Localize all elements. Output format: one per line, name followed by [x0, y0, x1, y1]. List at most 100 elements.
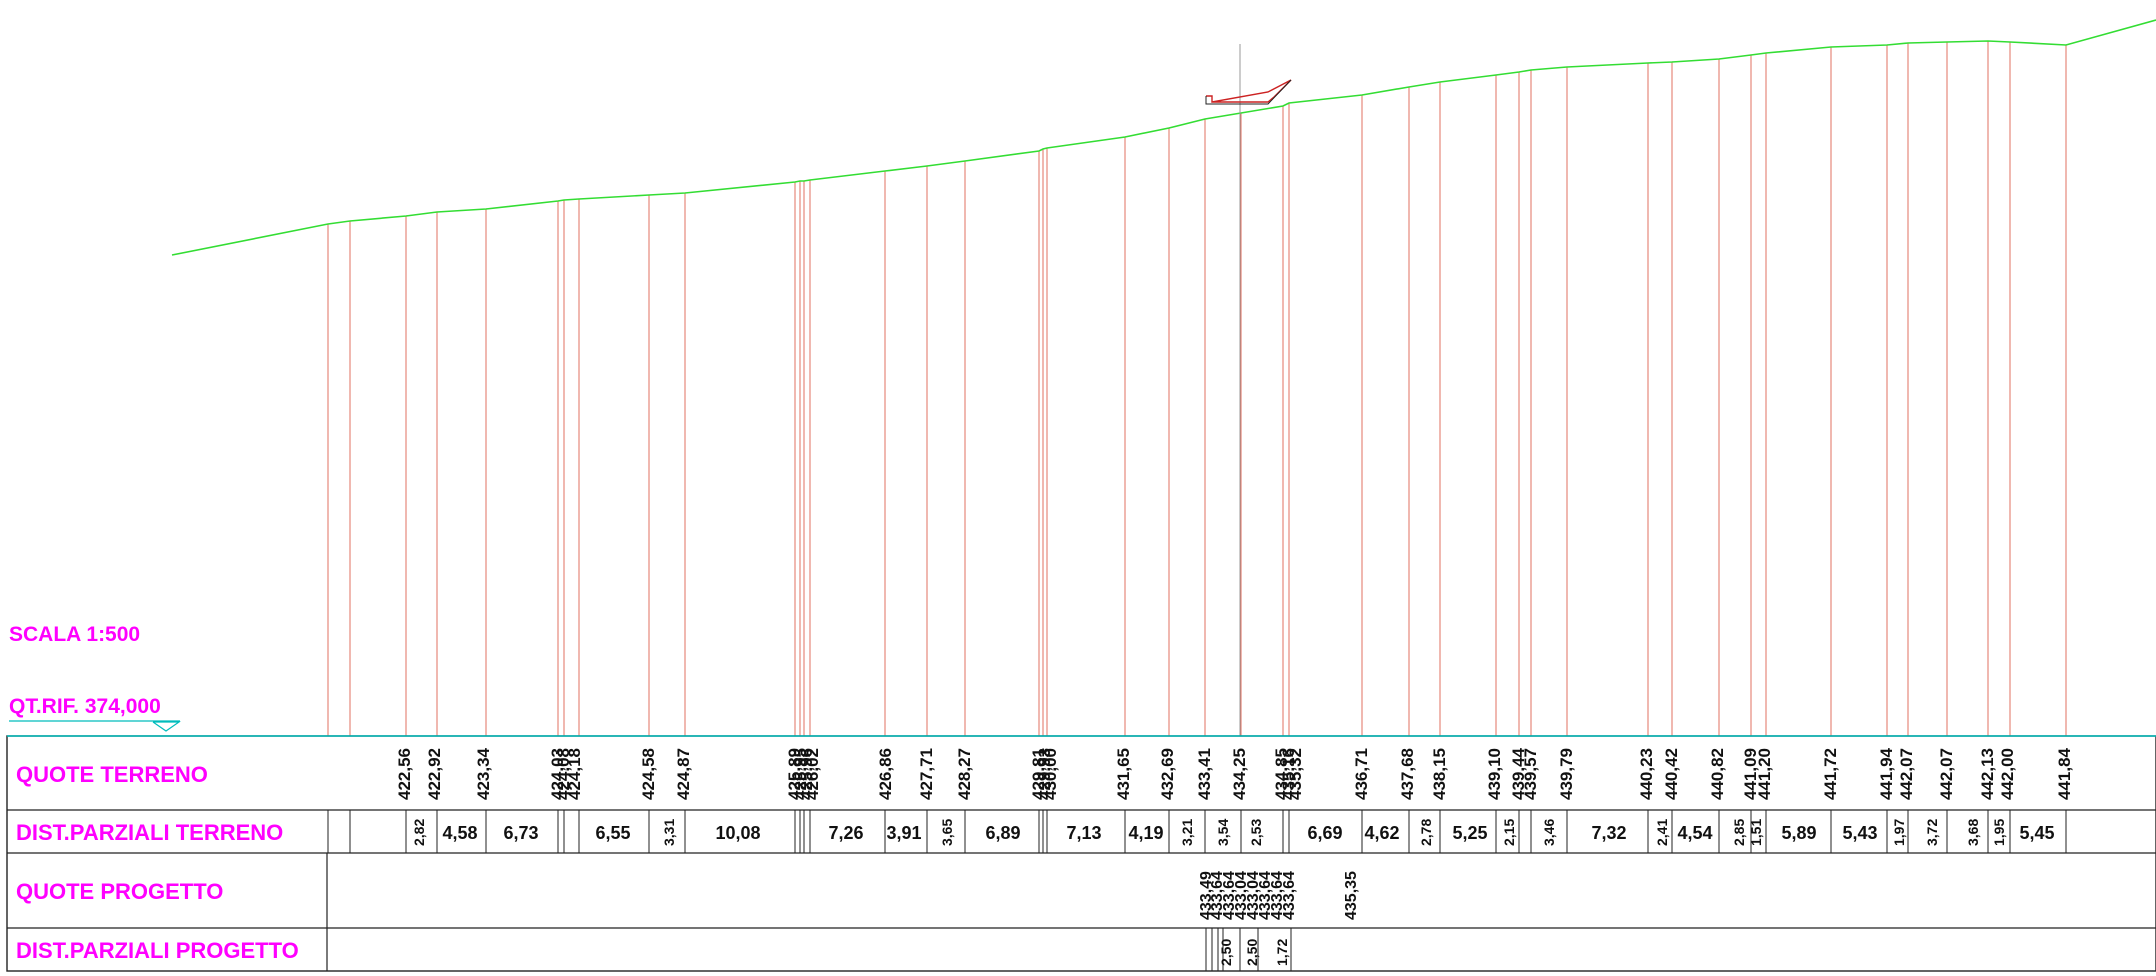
quota-terreno-value: 426,02	[803, 748, 822, 800]
quota-terreno-value: 440,23	[1637, 748, 1656, 800]
dist-terreno-value: 3,31	[661, 819, 677, 846]
quota-terreno-value: 441,09	[1741, 748, 1760, 800]
scale-label: SCALA 1:500	[9, 623, 141, 646]
project-section	[9, 44, 1292, 736]
dist-terreno-value: 1,95	[1991, 819, 2007, 846]
quota-terreno-value: 442,07	[1897, 748, 1916, 800]
quota-terreno-value: 423,34	[474, 747, 493, 800]
dist-terreno-value: 2,78	[1418, 819, 1434, 846]
quota-terreno-value: 441,72	[1821, 748, 1840, 800]
quota-terreno-value: 430,00	[1041, 748, 1060, 800]
dist-terreno-value: 2,41	[1654, 819, 1670, 846]
quota-terreno-value: 441,84	[2055, 747, 2074, 800]
quota-terreno-value: 427,71	[917, 748, 936, 800]
quota-terreno-value: 431,65	[1114, 748, 1133, 800]
quota-terreno-value: 425,95	[791, 748, 810, 800]
quota-terreno-value: 428,27	[955, 748, 974, 800]
quota-progetto-value: 433,64	[1209, 871, 1226, 920]
quota-terreno-value: 439,44	[1509, 747, 1528, 800]
dist-terreno-value: 6,55	[595, 823, 630, 843]
quota-terreno-value: 425,96	[797, 748, 816, 800]
data-table	[6, 735, 2156, 972]
quota-progetto-value: 433,04	[1245, 871, 1262, 920]
quota-terreno-value: 424,03	[548, 748, 567, 800]
terrain-profile-line	[171, 19, 2156, 256]
quota-terreno-value: 442,07	[1937, 748, 1956, 800]
dist-terreno-value: 5,25	[1452, 823, 1487, 843]
row-label-dist-terreno: DIST.PARZIALI TERRENO	[16, 820, 283, 845]
dist-terreno-value: 4,54	[1677, 823, 1712, 843]
dist-terreno-value: 5,43	[1842, 823, 1877, 843]
quota-terreno-value: 441,20	[1755, 748, 1774, 800]
quota-terreno-value: 434,25	[1230, 748, 1249, 800]
dist-terreno-value: 5,89	[1781, 823, 1816, 843]
project-section-base	[1205, 79, 1292, 105]
dist-terreno-value: 2,53	[1248, 819, 1264, 846]
quota-terreno-value: 426,86	[876, 748, 895, 800]
dist-terreno-value: 6,89	[985, 823, 1020, 843]
quota-terreno-value: 424,87	[674, 748, 693, 800]
dist-terreno-value: 4,58	[442, 823, 477, 843]
quota-terreno-value: 424,58	[639, 748, 658, 800]
dist-terreno-value: 3,65	[939, 819, 955, 846]
dist-progetto-value: 2,50	[1244, 939, 1260, 966]
quota-progetto-value: 433,64	[1221, 871, 1238, 920]
quota-terreno-value: 442,00	[1998, 748, 2017, 800]
quota-terreno-value: 442,13	[1978, 748, 1997, 800]
dist-terreno-value: 2,15	[1501, 819, 1517, 846]
reference-elevation-label: QT.RIF. 374,000	[9, 695, 161, 718]
quota-progetto-value: 433,64	[1281, 871, 1298, 920]
quota-terreno-value: 432,69	[1158, 748, 1177, 800]
quota-terreno-value: 424,08	[554, 748, 573, 800]
quota-terreno-value: 433,41	[1195, 748, 1214, 800]
table-values: QUOTE TERRENO DIST.PARZIALI TERRENO QUOTE …	[16, 747, 2074, 966]
dist-terreno-value: 7,26	[828, 823, 863, 843]
quota-terreno-value: 439,79	[1557, 748, 1576, 800]
dist-terreno-value: 5,45	[2019, 823, 2054, 843]
dist-terreno-value: 3,68	[1965, 819, 1981, 846]
quota-terreno-value: 440,42	[1662, 748, 1681, 800]
quota-terreno-value: 437,68	[1398, 748, 1417, 800]
dist-terreno-value: 10,08	[715, 823, 760, 843]
station-lines	[327, 41, 2067, 736]
quota-progetto-value: 433,49	[1198, 871, 1215, 920]
dist-terreno-value: 3,91	[886, 823, 921, 843]
quota-terreno-value: 439,57	[1521, 748, 1540, 800]
quota-terreno-value: 434,85	[1272, 748, 1291, 800]
dist-terreno-value: 1,51	[1748, 819, 1764, 846]
row-label-quote-progetto: QUOTE PROGETTO	[16, 879, 223, 904]
quota-terreno-value: 439,10	[1485, 748, 1504, 800]
dist-terreno-value: 7,32	[1591, 823, 1626, 843]
dist-terreno-value: 4,19	[1128, 823, 1163, 843]
quota-progetto-value: 435,35	[1343, 871, 1360, 920]
row-label-quote-terreno: QUOTE TERRENO	[16, 762, 208, 787]
dist-terreno-value: 3,46	[1541, 819, 1557, 846]
quota-terreno-value: 436,71	[1352, 748, 1371, 800]
dist-terreno-value: 1,97	[1891, 819, 1907, 846]
row-label-dist-progetto: DIST.PARZIALI PROGETTO	[16, 938, 299, 963]
quota-terreno-value: 438,15	[1430, 748, 1449, 800]
quota-terreno-value: 429,93	[1035, 748, 1054, 800]
quota-progetto-value: 433,04	[1233, 871, 1250, 920]
quota-terreno-value: 435,32	[1286, 748, 1305, 800]
dist-terreno-value: 6,69	[1307, 823, 1342, 843]
project-section-outline	[1206, 79, 1292, 103]
dist-progetto-value: 1,72	[1274, 939, 1290, 966]
dist-terreno-value: 3,54	[1215, 819, 1231, 846]
quota-terreno-value: 425,89	[785, 748, 804, 800]
quota-terreno-value: 422,56	[395, 748, 414, 800]
dist-terreno-value: 2,85	[1731, 819, 1747, 846]
quota-terreno-value: 424,18	[565, 748, 584, 800]
dist-terreno-value: 4,62	[1364, 823, 1399, 843]
reference-marker-icon	[152, 721, 181, 732]
quota-terreno-value: 441,94	[1877, 747, 1896, 800]
quota-progetto-value: 433,64	[1269, 871, 1286, 920]
dist-terreno-value: 2,82	[411, 819, 427, 846]
quota-terreno-value: 422,92	[425, 748, 444, 800]
quota-terreno-value: 440,82	[1708, 748, 1727, 800]
quota-terreno-value: 429,81	[1029, 748, 1048, 800]
quota-progetto-value: 433,64	[1257, 871, 1274, 920]
quota-terreno-value: 435,16	[1279, 748, 1298, 800]
